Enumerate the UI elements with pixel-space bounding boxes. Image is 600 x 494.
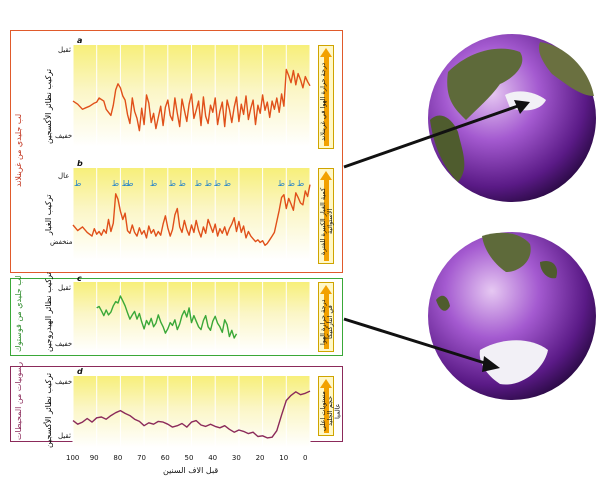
panel-a-ytick-top: ثقيل bbox=[58, 46, 71, 54]
panel-c-ytick-bottom: خفيف bbox=[55, 340, 73, 348]
panel-c-letter: c bbox=[77, 274, 82, 283]
panel-a-series-line bbox=[72, 68, 311, 132]
connector-arrow-greenland bbox=[343, 100, 530, 169]
x-tick-label: 30 bbox=[231, 454, 241, 462]
globe-greenland bbox=[428, 34, 596, 202]
vostok-frame bbox=[10, 278, 343, 356]
panel-b-annotation: ط bbox=[74, 179, 81, 188]
globe-antarctica bbox=[428, 232, 596, 400]
panel-b-annotation: ط ط bbox=[169, 179, 186, 188]
x-tick-label: 20 bbox=[255, 454, 265, 462]
panel-a-ytick-bottom: خفيف bbox=[55, 132, 73, 140]
panel-b-annotation: ط ط bbox=[278, 179, 295, 188]
x-tick-label: 70 bbox=[137, 454, 147, 462]
x-tick-label: 0 bbox=[303, 454, 308, 462]
panel-a-temperature-arrow: درجة حرارة الهوا في غرينلاند bbox=[318, 45, 334, 149]
x-tick-label: 50 bbox=[184, 454, 194, 462]
panel-b-annotation: ط ط bbox=[214, 179, 231, 188]
x-axis-label: قبل الاف السنين bbox=[163, 466, 219, 475]
panel-b-annotation: ط bbox=[150, 179, 157, 188]
x-tick-label: 90 bbox=[89, 454, 99, 462]
panel-b-letter: b bbox=[77, 159, 83, 168]
x-tick-label: 100 bbox=[66, 454, 80, 462]
panel-b-dust-arrow: كمية الغبار الكبيرة للفترة الاستوائية bbox=[318, 168, 334, 264]
panel-b-annotation: ط ط bbox=[112, 179, 129, 188]
x-tick-label: 40 bbox=[208, 454, 218, 462]
panel-b-annotation: ط bbox=[126, 179, 133, 188]
panel-c-series-line bbox=[96, 295, 238, 339]
panel-b-annotation: ط bbox=[297, 179, 304, 188]
panel-d-letter: d bbox=[77, 367, 83, 376]
x-tick-label: 60 bbox=[160, 454, 170, 462]
x-tick-label: 80 bbox=[113, 454, 123, 462]
x-tick-label: 10 bbox=[279, 454, 289, 462]
panel-b-ytick-top: عال bbox=[58, 172, 70, 180]
panel-d-ice-volume-arrow: مستويات اعلى حجم الجليد عالميا bbox=[318, 376, 341, 436]
panel-c-ytick-top: ثقيل bbox=[58, 284, 71, 292]
panel-b-ytick-bottom: منخفض bbox=[50, 238, 73, 246]
panel-c-temperature-arrow: درجة حرارة الهوا في انتاركتيكا bbox=[318, 282, 334, 352]
panel-d-ytick-bottom: ثقيل bbox=[58, 432, 71, 440]
connector-arrow-antarctica bbox=[343, 317, 500, 372]
panel-b-annotation: ط ط bbox=[195, 179, 212, 188]
panel-d-ytick-top: خفيف bbox=[55, 378, 73, 386]
panel-b-series-line bbox=[72, 184, 311, 247]
greenland-frame bbox=[10, 30, 343, 273]
panel-a-letter: a bbox=[77, 36, 83, 45]
panel-d-series-line bbox=[72, 390, 311, 439]
